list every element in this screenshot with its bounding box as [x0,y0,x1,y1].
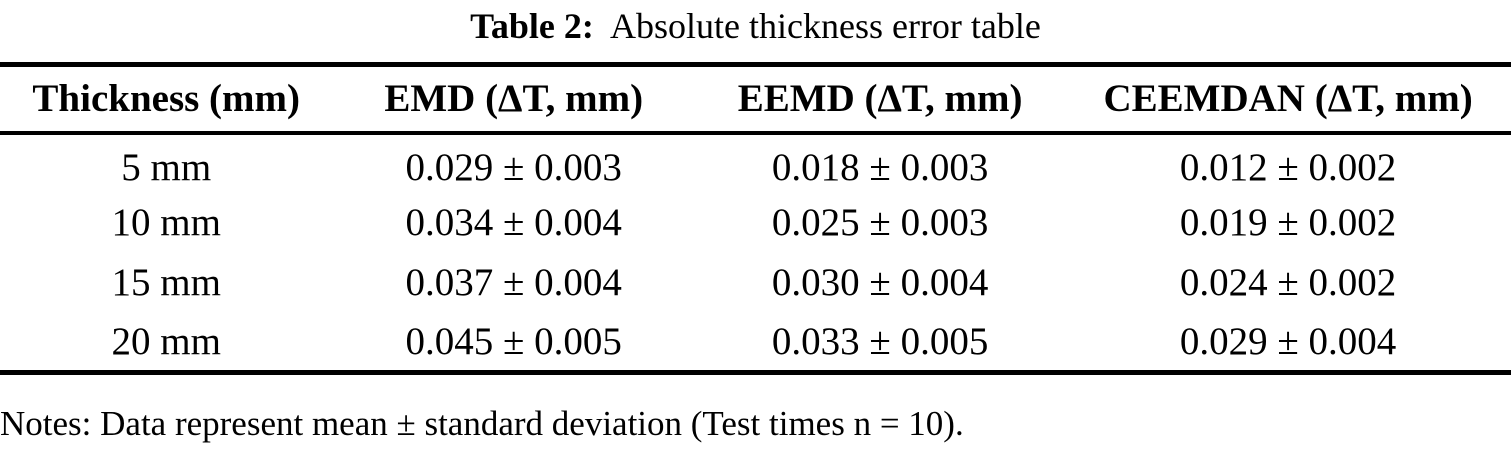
table-caption: Table 2: Absolute thickness error table [0,0,1511,62]
table-notes: Notes: Data represent mean ± standard de… [0,404,964,443]
cell-thickness: 15 mm [111,261,221,304]
header-row: Thickness (mm) EMD (ΔT, mm) EEMD (ΔT, mm… [0,64,1511,135]
cell-emd: 0.037 ± 0.004 [405,261,622,304]
table-caption-label: Table 2: [470,6,594,46]
column-header-emd: EMD (ΔT, mm) [332,64,696,135]
table-row: 10 mm 0.034 ± 0.004 0.025 ± 0.003 0.019 … [0,193,1511,253]
cell-ceemdan: 0.019 ± 0.002 [1179,201,1397,244]
cell-emd: 0.034 ± 0.004 [405,201,622,244]
cell-thickness: 5 mm [121,146,212,189]
cell-eemd: 0.030 ± 0.004 [771,261,989,304]
table-body: 5 mm 0.029 ± 0.003 0.018 ± 0.003 0.012 ±… [0,133,1511,373]
table-row: 5 mm 0.029 ± 0.003 0.018 ± 0.003 0.012 ±… [0,133,1511,193]
thickness-error-table: Thickness (mm) EMD (ΔT, mm) EEMD (ΔT, mm… [0,62,1511,375]
column-header-eemd: EEMD (ΔT, mm) [695,64,1066,135]
cell-eemd: 0.018 ± 0.003 [771,146,989,189]
cell-thickness: 20 mm [111,319,221,363]
cell-thickness: 10 mm [111,201,221,244]
table-caption-text: Absolute thickness error table [610,6,1041,46]
cell-eemd: 0.033 ± 0.005 [771,319,989,363]
column-header-thickness: Thickness (mm) [0,64,333,135]
cell-emd: 0.029 ± 0.003 [405,146,622,189]
table-header: Thickness (mm) EMD (ΔT, mm) EEMD (ΔT, mm… [0,64,1511,135]
cell-emd: 0.045 ± 0.005 [405,319,622,363]
table-row: 20 mm 0.045 ± 0.005 0.033 ± 0.005 0.029 … [0,313,1511,373]
cell-ceemdan: 0.012 ± 0.002 [1179,146,1397,189]
cell-ceemdan: 0.029 ± 0.004 [1179,319,1397,363]
table-row: 15 mm 0.037 ± 0.004 0.030 ± 0.004 0.024 … [0,253,1511,313]
column-header-ceemdan: CEEMDAN (ΔT, mm) [1065,64,1511,135]
cell-ceemdan: 0.024 ± 0.002 [1179,261,1397,304]
cell-eemd: 0.025 ± 0.003 [771,201,989,244]
